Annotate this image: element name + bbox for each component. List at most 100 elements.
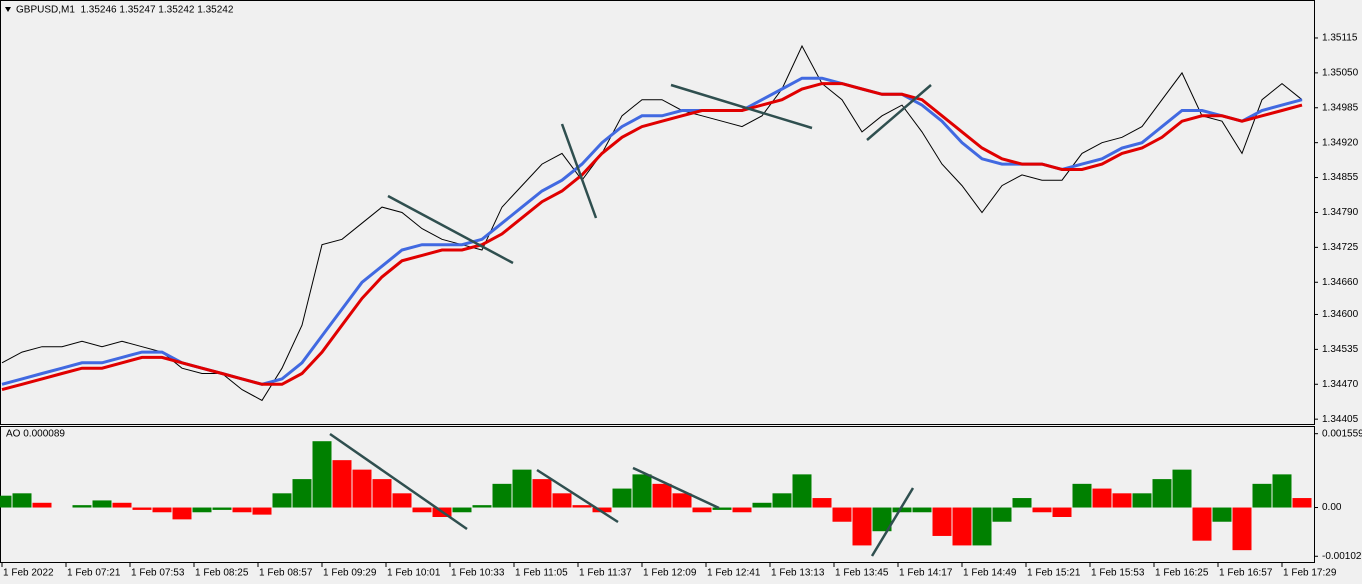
ao-bar bbox=[592, 507, 612, 513]
x-tick-label: 1 Feb 17:29 bbox=[1283, 568, 1337, 579]
ao-bar bbox=[132, 507, 152, 510]
ao-bar bbox=[712, 507, 732, 510]
x-tick-label: 1 Feb 15:53 bbox=[1091, 568, 1145, 579]
x-tick-label: 1 Feb 08:25 bbox=[195, 568, 249, 579]
price-line bbox=[1, 82, 1303, 392]
y-tick-label: 0.00 bbox=[1322, 502, 1342, 513]
y-tick-label: 1.34790 bbox=[1322, 207, 1359, 218]
ao-bar bbox=[232, 507, 252, 513]
y-tick-label: 1.34470 bbox=[1322, 379, 1359, 390]
ao-bar bbox=[32, 502, 52, 508]
price-panel bbox=[0, 0, 1315, 425]
trend-line bbox=[670, 83, 813, 130]
ao-bar bbox=[452, 507, 472, 513]
x-tick-label: 1 Feb 07:21 bbox=[67, 568, 121, 579]
y-tick-label: 1.35050 bbox=[1322, 68, 1359, 79]
x-tick-label: 1 Feb 08:57 bbox=[259, 568, 313, 579]
ao-bar bbox=[832, 507, 852, 522]
trend-line bbox=[387, 194, 514, 265]
trend-line bbox=[560, 123, 598, 219]
ao-bar bbox=[1052, 507, 1072, 517]
ao-bar bbox=[332, 460, 352, 508]
x-tick-label: 1 Feb 07:53 bbox=[131, 568, 185, 579]
ao-bar bbox=[1172, 469, 1192, 508]
ao-title: AO 0.000089 bbox=[6, 429, 65, 440]
ao-bar bbox=[1252, 483, 1272, 508]
ao-bar bbox=[1012, 498, 1032, 508]
y-tick-label: 1.35115 bbox=[1322, 33, 1358, 44]
trend-line bbox=[329, 432, 468, 531]
ao-bar bbox=[1232, 507, 1252, 551]
ao-bar bbox=[152, 507, 172, 513]
x-tick-label: 1 Feb 13:45 bbox=[835, 568, 889, 579]
ao-bar bbox=[512, 469, 532, 508]
ao-bar bbox=[572, 505, 592, 508]
ao-bar bbox=[872, 507, 892, 532]
x-tick-label: 1 Feb 10:33 bbox=[451, 568, 505, 579]
ao-bar bbox=[552, 493, 572, 508]
ao-bar bbox=[612, 488, 632, 508]
trend-line bbox=[632, 466, 720, 510]
ao-bar bbox=[972, 507, 992, 546]
ao-bar bbox=[812, 498, 832, 508]
trend-line bbox=[866, 84, 932, 141]
x-tick-label: 1 Feb 14:17 bbox=[899, 568, 953, 579]
ao-bar bbox=[1112, 493, 1132, 508]
trend-line bbox=[536, 468, 619, 524]
x-tick-label: 1 Feb 11:05 bbox=[515, 568, 568, 579]
ao-bar bbox=[1152, 479, 1172, 508]
ao-bar bbox=[1092, 488, 1112, 508]
ao-bar bbox=[72, 505, 92, 508]
x-tick-label: 1 Feb 14:49 bbox=[963, 568, 1017, 579]
ao-bar bbox=[652, 483, 672, 508]
trend-line bbox=[870, 487, 915, 557]
ao-bar bbox=[392, 493, 412, 508]
x-tick-label: 1 Feb 11:37 bbox=[579, 568, 632, 579]
x-tick-label: 1 Feb 15:21 bbox=[1027, 568, 1081, 579]
ao-bar bbox=[92, 500, 112, 508]
menu-arrow[interactable] bbox=[5, 7, 11, 12]
y-tick-label: 0.001559 bbox=[1322, 428, 1362, 439]
ao-bar bbox=[632, 474, 652, 508]
ao-bar bbox=[172, 507, 192, 520]
ao-bar bbox=[772, 493, 792, 508]
ao-bar bbox=[492, 483, 512, 508]
ao-bar bbox=[1032, 507, 1052, 513]
x-tick-label: 1 Feb 16:57 bbox=[1219, 568, 1273, 579]
x-tick-label: 1 Feb 10:01 bbox=[387, 568, 441, 579]
x-tick-label: 1 Feb 16:25 bbox=[1155, 568, 1209, 579]
y-tick-label: 1.34920 bbox=[1322, 137, 1359, 148]
x-tick-label: 1 Feb 12:41 bbox=[707, 568, 761, 579]
ao-bar bbox=[312, 441, 332, 508]
ao-bar bbox=[1272, 474, 1292, 508]
ao-bar bbox=[532, 479, 552, 508]
ao-bar bbox=[912, 507, 932, 513]
ao-bar bbox=[1132, 493, 1152, 508]
y-tick-label: 1.34405 bbox=[1322, 414, 1359, 425]
ao-bar bbox=[852, 507, 872, 546]
ao-bar bbox=[992, 507, 1012, 522]
ao-bar bbox=[732, 507, 752, 513]
x-tick-label: 1 Feb 09:29 bbox=[323, 568, 377, 579]
ao-bar bbox=[12, 493, 32, 508]
ao-bar bbox=[1072, 483, 1092, 508]
y-tick-label: 1.34600 bbox=[1322, 309, 1359, 320]
y-tick-label: 1.34985 bbox=[1322, 102, 1359, 113]
ao-bar bbox=[792, 474, 812, 508]
y-tick-label: 1.34725 bbox=[1322, 242, 1359, 253]
ao-bar bbox=[0, 495, 12, 508]
ao-bar bbox=[932, 507, 952, 536]
ao-bar bbox=[252, 507, 272, 515]
ao-bar bbox=[372, 479, 392, 508]
y-tick-label: 1.34660 bbox=[1322, 277, 1359, 288]
ao-bar bbox=[752, 502, 772, 508]
ao-bar bbox=[692, 507, 712, 513]
x-tick-label: 1 Feb 2022 bbox=[3, 568, 54, 579]
y-tick-label: 1.34535 bbox=[1322, 344, 1359, 355]
ao-bar bbox=[192, 507, 212, 513]
x-tick-label: 1 Feb 13:13 bbox=[771, 568, 825, 579]
ao-bar bbox=[1212, 507, 1232, 522]
y-tick-label: -0.001029 bbox=[1322, 551, 1362, 562]
ao-bar bbox=[672, 493, 692, 508]
